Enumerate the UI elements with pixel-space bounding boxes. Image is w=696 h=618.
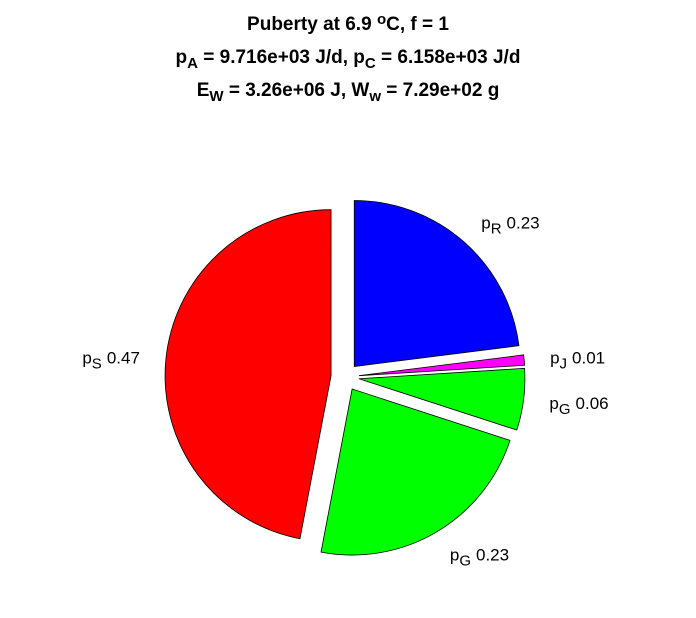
- slice-value-label: 0.47: [107, 349, 140, 368]
- title-text: C, f = 1: [386, 14, 449, 35]
- title-text: Puberty at 6.9: [247, 14, 377, 35]
- slice-value-label: 0.23: [507, 213, 540, 232]
- title-text: E: [197, 80, 210, 101]
- slice-label-subscript: G: [559, 401, 571, 418]
- title-text: = 3.26e+06 J, W: [224, 80, 370, 101]
- title-line: Puberty at 6.9 oC, f = 1: [247, 11, 449, 35]
- pie-slice: [358, 354, 526, 377]
- slice-label-subscript: G: [459, 553, 471, 570]
- slice-value-label: 0.01: [572, 349, 605, 368]
- title-subscript: W: [209, 88, 224, 105]
- pie-slice: [320, 388, 511, 556]
- title-subscript: A: [187, 55, 198, 72]
- title-superscript: o: [377, 11, 386, 28]
- slice-label-subscript: S: [92, 356, 102, 373]
- title-subscript: C: [365, 55, 376, 72]
- slice-label-base: p: [481, 213, 490, 232]
- slice-label: pS 0.47: [82, 349, 140, 373]
- title-line: pA = 9.716e+03 J/d, pC = 6.158e+03 J/d: [176, 47, 521, 72]
- slice-label: pJ 0.01: [550, 349, 605, 373]
- pie-slice: [353, 200, 520, 367]
- slice-label-base: p: [82, 349, 91, 368]
- slice-value-label: 0.23: [476, 545, 509, 564]
- pie-slice: [164, 209, 332, 540]
- title-text: = 6.158e+03 J/d: [376, 47, 521, 68]
- slice-label-base: p: [550, 349, 559, 368]
- slice-label: pR 0.23: [481, 213, 539, 237]
- slice-label-base: p: [549, 394, 558, 413]
- slice-label: pG 0.06: [549, 394, 608, 418]
- title-subscript: w: [368, 88, 381, 105]
- slice-value-label: 0.06: [576, 394, 609, 413]
- title-text: = 7.29e+02 g: [381, 80, 499, 101]
- title-text: = 9.716e+03 J/d, p: [198, 47, 365, 68]
- slice-label-subscript: J: [560, 356, 568, 373]
- pie-slice: [358, 367, 526, 431]
- slice-label-base: p: [450, 545, 459, 564]
- title-text: p: [176, 47, 188, 68]
- slice-label: pG 0.23: [450, 545, 509, 569]
- slice-label-subscript: R: [491, 221, 502, 238]
- title-line: EW = 3.26e+06 J, Ww = 7.29e+02 g: [197, 80, 500, 105]
